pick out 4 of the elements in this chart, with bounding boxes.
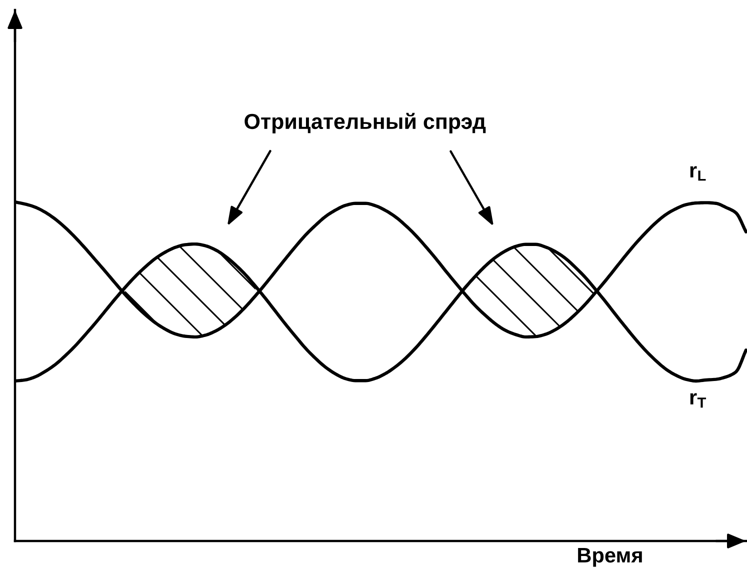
x-axis-title: Время — [578, 548, 642, 567]
text: Отрицательный спрэд — [244, 112, 486, 134]
series-label: r$_{L}$ — [690, 166, 706, 181]
series-label: r$_{T}$ — [690, 393, 706, 408]
